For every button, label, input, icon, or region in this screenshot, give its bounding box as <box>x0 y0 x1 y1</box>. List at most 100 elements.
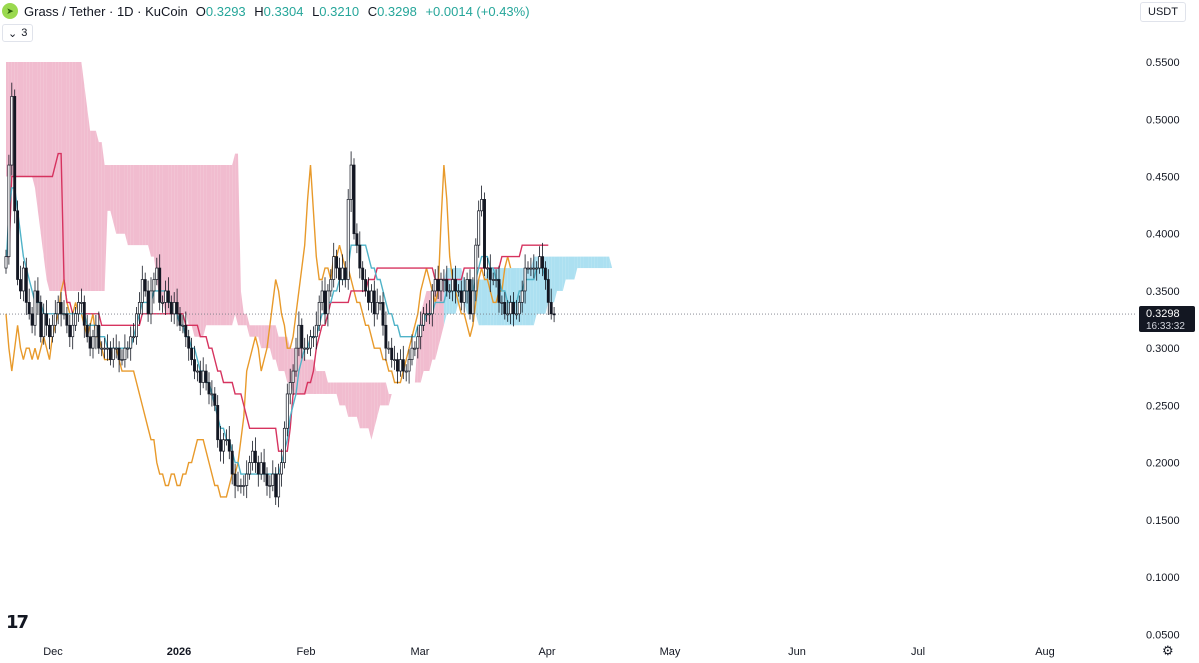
cloud-segment <box>551 256 555 303</box>
chevron-down-icon: ⌄ <box>8 27 18 40</box>
price-tick-label: 0.5500 <box>1146 57 1180 69</box>
candle-body <box>364 279 368 292</box>
price-tick-label: 0.2500 <box>1146 400 1180 412</box>
cloud-segment <box>298 348 302 394</box>
indicators-toggle-button[interactable]: ⌄ 3 <box>2 24 34 42</box>
cloud-segment <box>493 268 497 326</box>
time-tick-label: Apr <box>538 646 555 658</box>
candle-body <box>140 279 144 303</box>
cloud-segment <box>594 256 598 269</box>
price-tick-label: 0.3500 <box>1146 286 1180 298</box>
currency-button[interactable]: USDT <box>1140 2 1186 22</box>
candle-body <box>82 302 86 326</box>
gear-icon[interactable]: ⚙ <box>1162 643 1174 658</box>
cloud-segment <box>258 325 262 349</box>
cloud-segment <box>29 62 33 177</box>
close-label: C <box>367 3 378 19</box>
cloud-segment <box>93 130 96 291</box>
tradingview-logo-icon[interactable]: 17 <box>6 612 29 633</box>
cloud-segment <box>507 268 511 326</box>
candle-body <box>268 485 272 487</box>
price-axis[interactable]: 0.5500 0.5000 0.4500 0.4000 0.3500 0.3000 0.25… <box>1146 57 1180 641</box>
candle-body <box>462 290 466 303</box>
cloud-segment <box>214 165 218 326</box>
cloud-segment <box>124 165 128 246</box>
candle-body <box>352 164 356 235</box>
cloud-segment <box>81 62 85 291</box>
candle-body <box>120 359 124 361</box>
candle-body <box>155 267 159 280</box>
close-value: 0.3298 <box>377 3 417 19</box>
candle-body <box>517 302 521 315</box>
cloud-segment <box>301 348 305 394</box>
candle-body <box>491 279 495 281</box>
time-tick-label: Mar <box>411 646 430 658</box>
cloud-segment <box>342 382 346 406</box>
cloud-segment <box>275 325 279 372</box>
candle-body <box>271 473 275 486</box>
candle-body <box>53 313 57 326</box>
cloud-segment <box>374 382 378 429</box>
cloud-segment <box>107 165 111 211</box>
price-tick-label: 0.5000 <box>1146 114 1180 126</box>
time-tick-label: Aug <box>1035 646 1055 658</box>
cloud-segment <box>557 256 560 291</box>
cloud-segment <box>571 256 575 280</box>
cloud-segment <box>383 382 386 406</box>
cloud-segment <box>55 62 59 291</box>
candle-body <box>306 347 310 350</box>
cloud-segment <box>588 256 592 269</box>
time-tick-label: Dec <box>43 646 63 658</box>
cloud-segment <box>562 256 566 291</box>
price-tag-value: 0.3298 <box>1146 308 1180 320</box>
candle-body <box>425 313 428 316</box>
cloud-segment <box>87 107 91 291</box>
cloud-segment <box>113 165 117 234</box>
cloud-segment <box>136 165 140 246</box>
candle-body <box>48 324 51 338</box>
candle-body <box>114 347 118 350</box>
candle-body <box>358 244 362 269</box>
candle-body <box>169 302 173 315</box>
candle-body <box>317 302 321 326</box>
symbol-title[interactable]: Grass / Tether · 1D · KuCoin <box>24 3 188 19</box>
cloud-segment <box>565 256 569 280</box>
time-axis[interactable]: Dec 2026 Feb Mar Apr May Jun Jul Aug <box>43 646 1055 658</box>
candle-body <box>509 302 513 315</box>
candle-body <box>300 324 304 349</box>
candle-body <box>390 347 394 360</box>
cloud-segment <box>165 165 169 314</box>
cloud-segment <box>441 279 444 337</box>
candle-body <box>219 439 223 452</box>
cloud-segment <box>66 62 70 291</box>
candle-body <box>7 164 11 257</box>
cloud-segment <box>333 382 337 394</box>
candle-body <box>532 267 536 270</box>
indicator-count: 3 <box>21 27 28 39</box>
candle-body <box>361 267 365 280</box>
candle-body <box>33 290 37 326</box>
candle-body <box>430 290 434 315</box>
candles <box>4 82 556 508</box>
candle-body <box>164 290 167 303</box>
cloud-segment <box>209 165 212 326</box>
time-tick-label: 2026 <box>167 646 191 658</box>
cloud-segment <box>426 290 430 372</box>
candle-body <box>146 290 150 315</box>
candle-body <box>474 244 478 292</box>
candle-body <box>10 96 14 166</box>
cloud-segment <box>371 382 375 440</box>
candle-body <box>242 485 246 487</box>
candle-body <box>175 302 179 315</box>
cloud-segment <box>200 165 204 337</box>
cloud-segment <box>52 62 56 291</box>
candle-body <box>166 290 170 303</box>
cloud-segment <box>246 313 250 337</box>
candle-body <box>546 279 550 303</box>
candle-body <box>442 279 446 281</box>
cloud-segment <box>307 359 311 394</box>
candle-body <box>346 199 350 280</box>
candle-body <box>79 302 83 304</box>
cloud-segment <box>359 382 363 429</box>
